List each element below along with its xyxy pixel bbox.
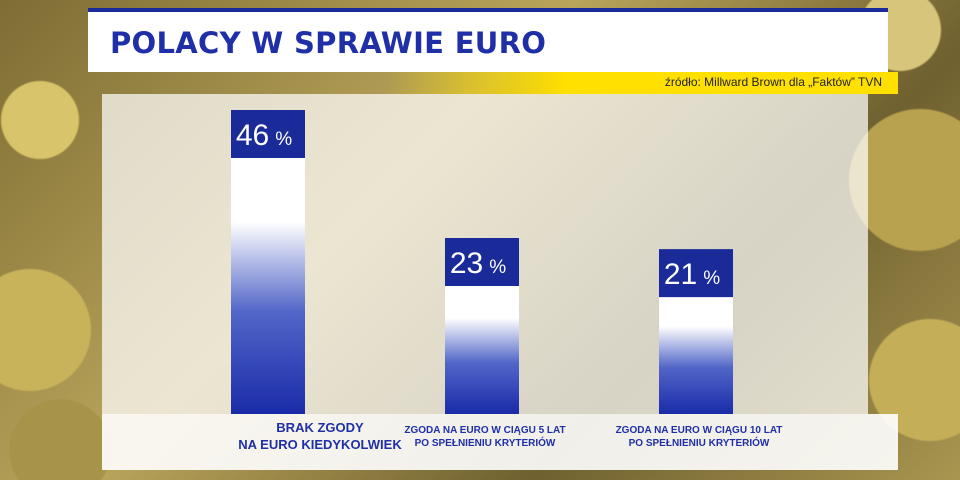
source-note: źródło: Millward Brown dla „Faktów” TVN — [664, 75, 882, 89]
chart-title: POLACY W SPRAWIE EURO — [110, 26, 547, 60]
category-label-0: BRAK ZGODY NA EURO KIEDYKOLWIEK — [205, 420, 435, 454]
value-label-box-1 — [445, 238, 519, 286]
bar-2 — [659, 297, 733, 414]
bar-0 — [231, 158, 305, 414]
value-label-1: 23% — [450, 247, 506, 280]
category-label-2-line-1: ZGODA NA EURO W CIĄGU 10 LAT — [615, 425, 783, 436]
value-label-box-0 — [231, 110, 305, 158]
category-label-1-line-1: ZGODA NA EURO W CIĄGU 5 LAT — [404, 425, 566, 436]
value-label-box-2 — [659, 249, 733, 298]
category-label-strip: BRAK ZGODY NA EURO KIEDYKOLWIEK ZGODA NA… — [102, 414, 898, 470]
title-bar: POLACY W SPRAWIE EURO — [88, 8, 888, 72]
category-label-0-line-2: NA EURO KIEDYKOLWIEK — [238, 436, 402, 452]
value-label-2: 21% — [664, 258, 720, 291]
category-label-1: ZGODA NA EURO W CIĄGU 5 LAT PO SPEŁNIENI… — [370, 424, 600, 450]
category-label-0-line-1: BRAK ZGODY — [276, 420, 364, 435]
value-label-0: 46% — [236, 119, 292, 152]
source-highlight: źródło: Millward Brown dla „Faktów” TVN — [388, 72, 898, 94]
bar-1 — [445, 286, 519, 414]
category-label-1-line-2: PO SPEŁNIENIU KRYTERIÓW — [414, 438, 556, 449]
category-label-2: ZGODA NA EURO W CIĄGU 10 LAT PO SPEŁNIEN… — [584, 424, 814, 450]
category-label-2-line-2: PO SPEŁNIENIU KRYTERIÓW — [628, 438, 770, 449]
